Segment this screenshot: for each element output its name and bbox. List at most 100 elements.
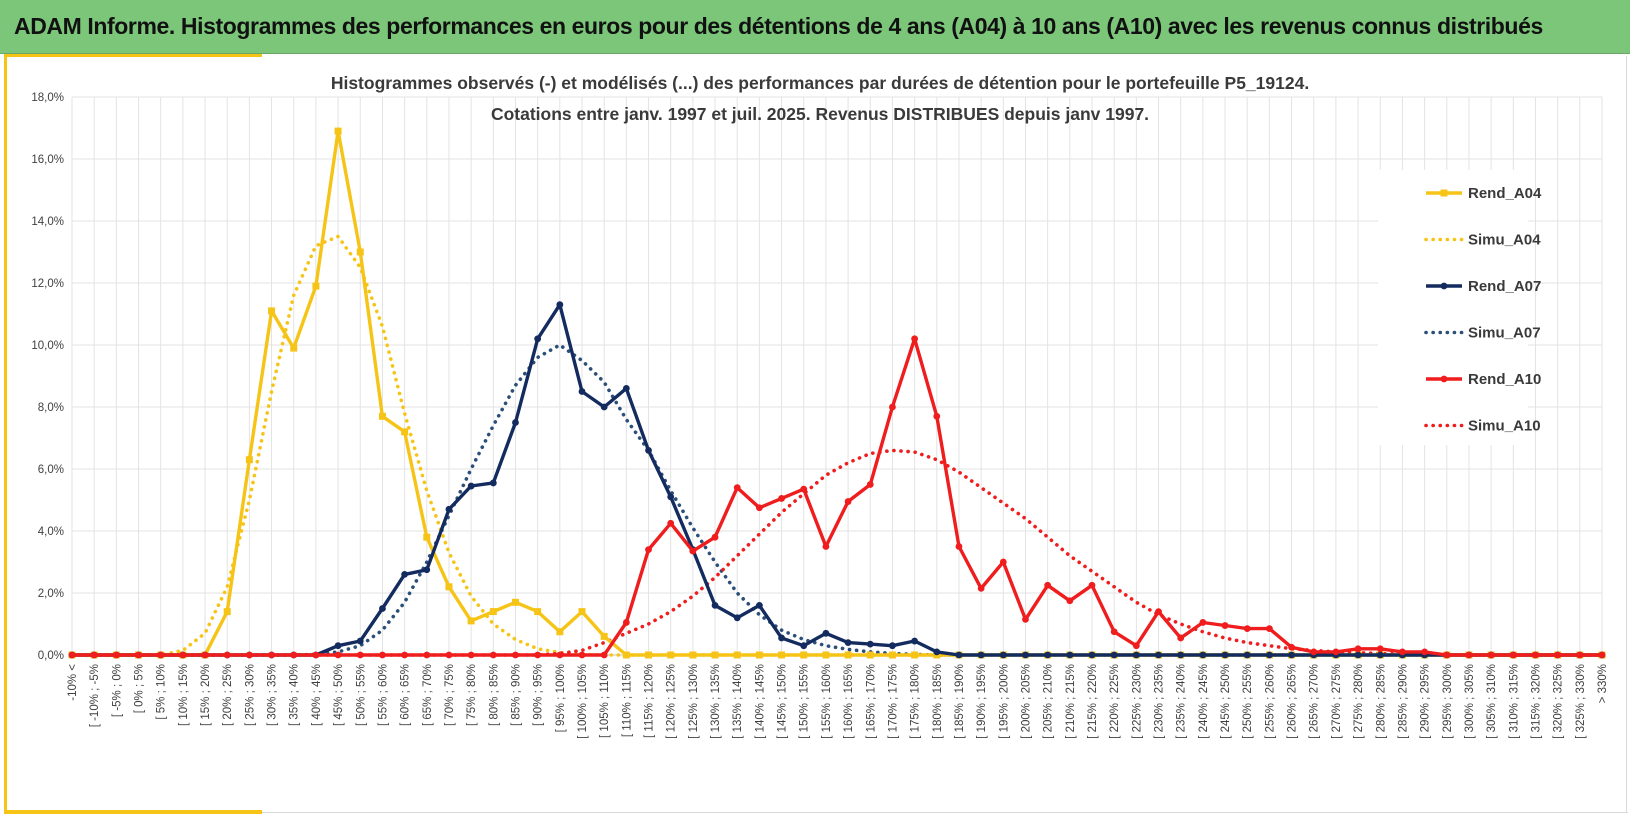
series-rend-a10: [68, 335, 1606, 659]
x-tick-label: [ 65% ; 70%: [422, 664, 434, 726]
data-point: [290, 651, 298, 659]
x-tick-label: [ 110% ; 115%: [621, 664, 633, 737]
data-point: [467, 482, 475, 490]
x-tick-label: [ 215% ; 220%: [1087, 664, 1099, 739]
y-tick-label: 4,0%: [38, 526, 64, 538]
x-tick-label: [ 270% ; 275%: [1331, 664, 1343, 739]
data-point: [1221, 622, 1229, 629]
data-point: [1487, 651, 1495, 659]
x-tick-label: [ 295% ; 300%: [1442, 664, 1454, 739]
x-tick-label: > 330%: [1597, 664, 1609, 703]
data-point: [1376, 651, 1384, 659]
data-point: [401, 571, 409, 578]
data-point: [90, 651, 98, 659]
x-tick-label: -10% <: [67, 664, 79, 701]
data-point: [755, 504, 763, 512]
x-tick-label: [ 250% ; 255%: [1242, 664, 1254, 739]
data-point: [889, 642, 896, 650]
data-point: [844, 639, 852, 646]
x-tick-label: [ 300% ; 305%: [1464, 664, 1476, 739]
x-tick-label: [ 230% ; 235%: [1154, 664, 1166, 739]
legend-item: Simu_A07: [1424, 325, 1541, 342]
data-point: [1177, 651, 1185, 659]
data-point: [711, 533, 719, 541]
data-point: [866, 651, 874, 659]
y-axis: 0,0% 2,0% 4,0% 6,0% 8,0% 10,0% 12,0% 14,0% 16,0%…: [31, 92, 64, 662]
series-simu-a04: [70, 234, 1604, 657]
data-point: [778, 651, 786, 659]
data-point: [157, 651, 165, 659]
data-point: [423, 533, 431, 541]
chart-series: [68, 127, 1606, 659]
legend-item: Simu_A04: [1424, 232, 1541, 249]
data-point: [1199, 651, 1207, 659]
data-point: [733, 484, 741, 491]
legend-marker: [1440, 189, 1448, 197]
x-tick-label: [ 95% ; 100%: [555, 664, 567, 732]
series-simu-a07: [70, 343, 1604, 657]
data-point: [179, 651, 187, 659]
data-point: [933, 412, 941, 420]
data-point: [401, 428, 409, 436]
x-tick-label: [ 170% ; 175%: [887, 664, 899, 739]
legend-marker: [1440, 282, 1448, 290]
chart-subtitle: Cotations entre janv. 1997 et juil. 2025…: [491, 104, 1149, 124]
data-point: [512, 419, 519, 426]
data-point: [622, 385, 630, 392]
series-line: [72, 129, 1602, 657]
y-tick-label: 8,0%: [38, 402, 64, 414]
data-point: [689, 651, 697, 659]
data-point: [578, 651, 586, 659]
x-tick-label: [ 90% ; 95%: [533, 664, 545, 726]
data-point: [1288, 651, 1295, 659]
x-tick-label: [ 45% ; 50%: [333, 664, 345, 726]
x-tick-label: [ 225% ; 230%: [1131, 664, 1143, 739]
data-point: [578, 608, 586, 616]
data-point: [1354, 645, 1362, 653]
data-point: [889, 403, 896, 411]
x-tick-label: [ 130% ; 135%: [710, 664, 722, 739]
data-point: [955, 651, 963, 659]
frame-accent-top: [4, 54, 262, 57]
y-tick-label: 0,0%: [38, 650, 64, 662]
x-tick-label: [ 260% ; 265%: [1287, 664, 1299, 739]
y-tick-label: 12,0%: [31, 278, 64, 290]
x-tick-label: [ 75% ; 80%: [466, 664, 478, 726]
series-line: [70, 234, 1604, 657]
data-point: [445, 651, 453, 659]
x-tick-label: [ 180% ; 185%: [932, 664, 944, 739]
legend-label: Rend_A07: [1468, 278, 1541, 295]
y-tick-label: 16,0%: [31, 154, 64, 166]
data-point: [135, 651, 142, 659]
legend-item: Rend_A07: [1426, 278, 1541, 295]
x-tick-label: [ 255% ; 260%: [1264, 664, 1276, 739]
data-point: [1265, 651, 1273, 659]
data-point: [1576, 651, 1584, 659]
data-point: [1066, 651, 1074, 659]
data-point: [667, 493, 675, 501]
data-point: [467, 651, 475, 659]
data-point: [844, 498, 852, 505]
data-point: [245, 651, 253, 659]
series-line: [72, 337, 1602, 657]
chart-grid: [71, 96, 1603, 656]
x-tick-label: [ 50% ; 55%: [355, 664, 367, 726]
legend-label: Simu_A04: [1468, 232, 1541, 249]
x-tick-label: [ 100% ; 105%: [577, 664, 589, 739]
data-point: [778, 495, 785, 502]
data-point: [977, 584, 985, 592]
legend-item: Rend_A04: [1426, 185, 1542, 202]
data-point: [1155, 608, 1162, 615]
y-tick-label: 14,0%: [31, 216, 64, 228]
data-point: [445, 583, 453, 591]
data-point: [1110, 651, 1118, 659]
data-point: [534, 335, 542, 343]
data-point: [1509, 651, 1517, 659]
x-tick-label: [ 125% ; 130%: [688, 664, 700, 739]
y-tick-label: 18,0%: [31, 92, 64, 104]
data-point: [711, 602, 719, 609]
data-point: [512, 651, 519, 659]
data-point: [68, 651, 76, 659]
series-rend-a04: [68, 127, 1606, 659]
data-point: [1598, 651, 1606, 659]
